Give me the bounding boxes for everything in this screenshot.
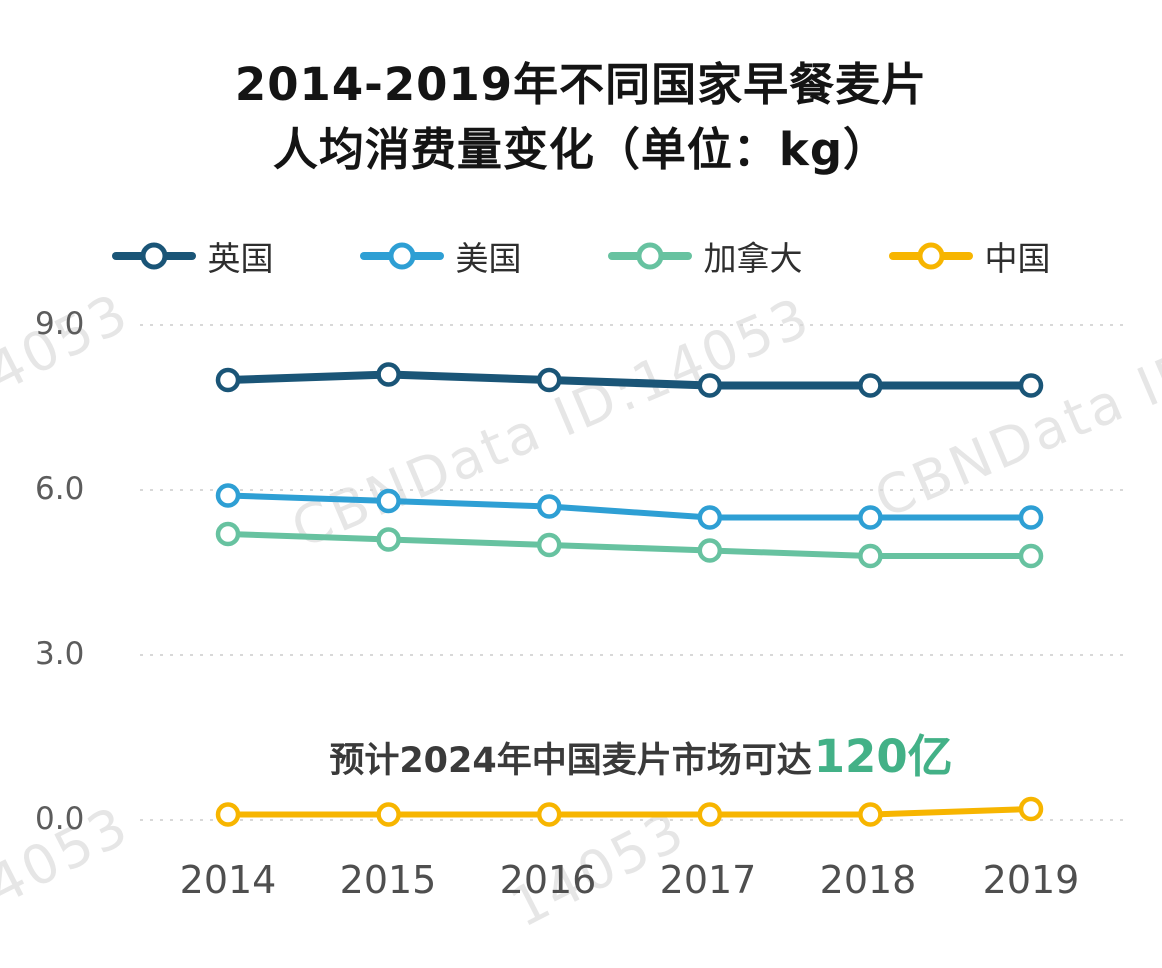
legend-line: [359, 242, 444, 270]
chart-title-line2: 人均消费量变化（单位：kg）: [272, 123, 890, 177]
legend-line: [888, 242, 973, 270]
legend-marker: [140, 242, 167, 270]
legend-item: 美国: [359, 232, 522, 280]
chart-title-line1: 2014-2019年不同国家早餐麦片: [234, 58, 928, 111]
legend-label: 英国: [207, 239, 274, 278]
legend: 英国 美国 加拿大 中国: [0, 228, 1162, 284]
watermark-text: CBNData ID:: [865, 327, 1162, 531]
annotation-highlight: 120亿: [813, 730, 953, 783]
x-axis-tick: 2017: [659, 858, 757, 902]
x-axis-tick: 2014: [179, 858, 277, 902]
y-axis-tick: 6.0: [35, 471, 85, 507]
chart-title: 2014-2019年不同国家早餐麦片 人均消费量变化（单位：kg）: [0, 52, 1162, 183]
y-axis-tick: 3.0: [35, 636, 85, 672]
watermark-text: CBNData ID:14053: [282, 284, 820, 561]
legend-marker: [636, 242, 663, 270]
x-axis-tick: 2015: [339, 858, 437, 902]
legend-item: 加拿大: [607, 232, 803, 280]
annotation-text: 预计2024年中国麦片市场可达: [329, 741, 812, 781]
legend-line: [111, 242, 196, 270]
x-axis-tick: 2018: [819, 858, 917, 902]
watermark-fragment: 4053: [0, 280, 140, 405]
x-axis-tick: 2019: [982, 858, 1080, 902]
legend-label: 美国: [455, 239, 522, 278]
y-axis-tick: 9.0: [35, 306, 85, 342]
legend-item: 英国: [111, 232, 274, 280]
legend-line: [607, 242, 692, 270]
annotation: 预计2024年中国麦片市场可达120亿: [0, 720, 1162, 785]
y-axis-tick: 0.0: [35, 801, 85, 837]
legend-label: 中国: [984, 239, 1051, 278]
legend-marker: [388, 242, 415, 270]
legend-marker: [917, 242, 944, 270]
x-axis-tick: 2016: [499, 858, 597, 902]
legend-label: 加拿大: [703, 239, 803, 278]
legend-item: 中国: [888, 232, 1051, 280]
